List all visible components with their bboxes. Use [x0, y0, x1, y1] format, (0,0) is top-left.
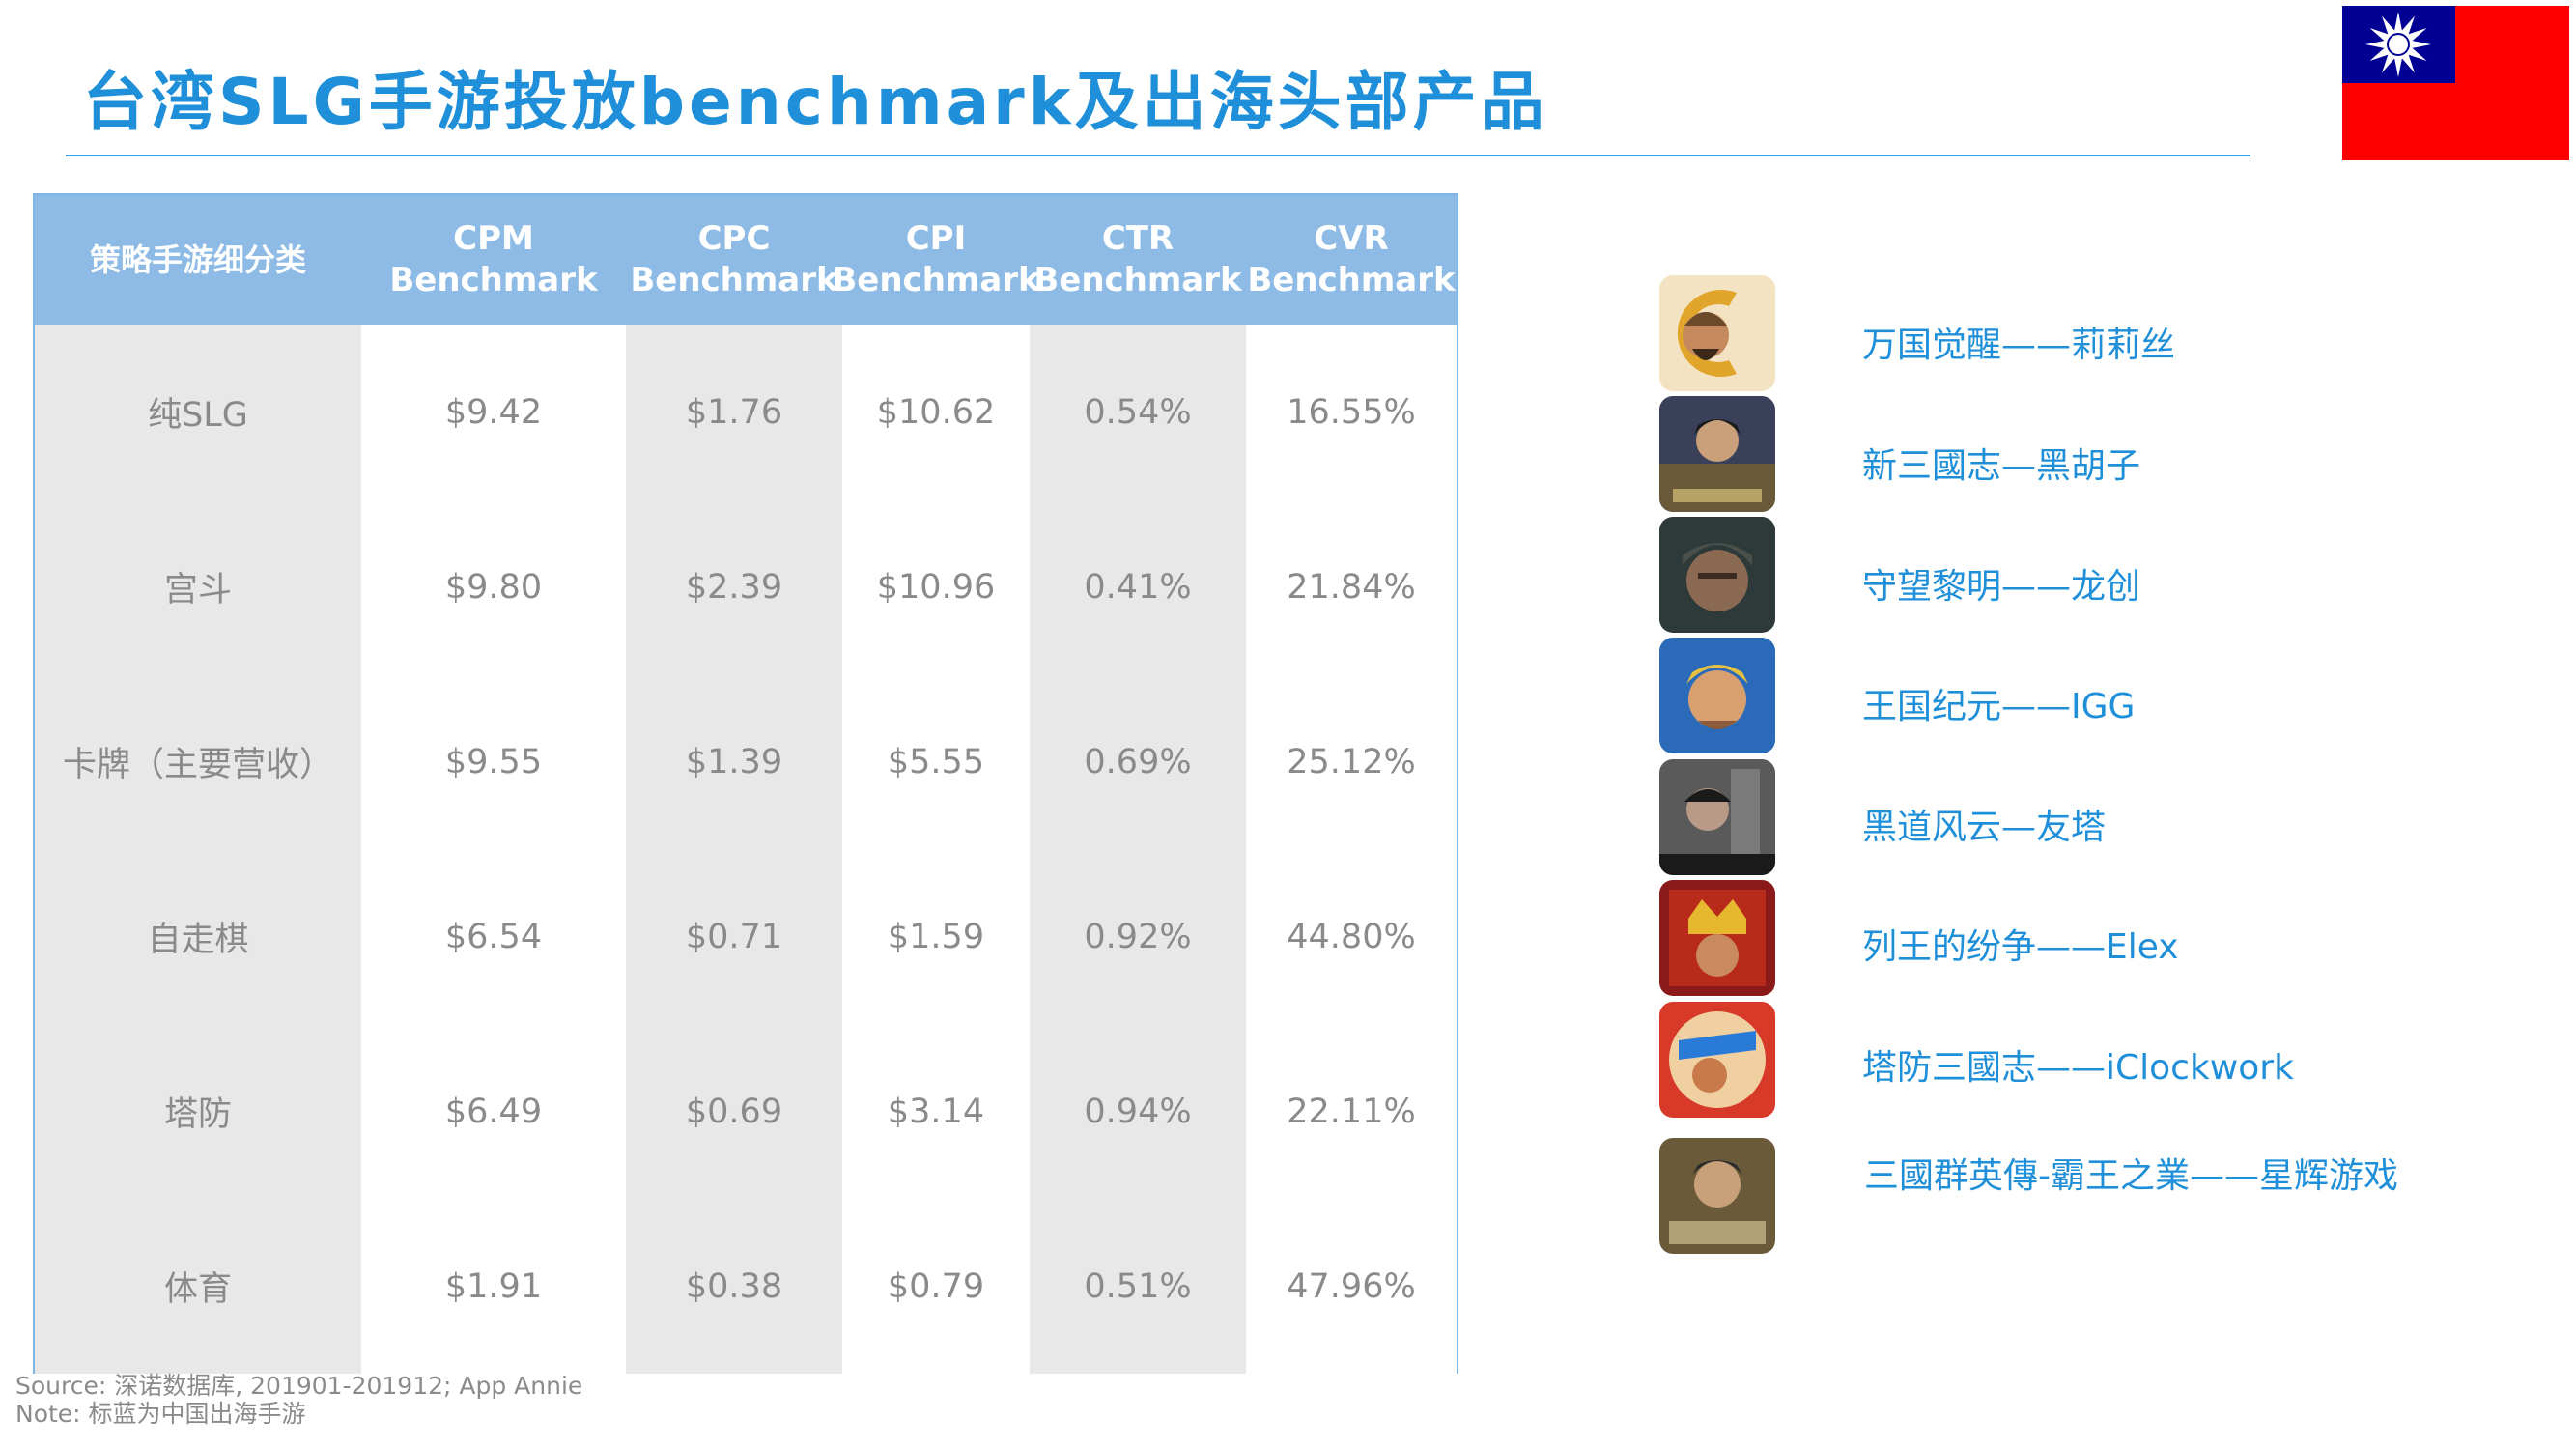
cell-ctr: 0.51% — [1084, 1266, 1192, 1306]
cell-ctr: 0.69% — [1084, 742, 1192, 781]
product-name: 守望黎明——龙创 — [1862, 567, 2141, 607]
cell-cpc: $1.76 — [685, 392, 783, 432]
product-name: 三國群英傳-霸王之業——星辉游戏 — [1864, 1156, 2398, 1196]
cell-ctr: 0.92% — [1084, 917, 1192, 956]
cell-cpi: $3.14 — [887, 1092, 985, 1131]
cell-cpc: $2.39 — [685, 567, 783, 607]
game-icon-tower-defense-three-kingdoms — [1659, 1002, 1775, 1118]
page-title: 台湾SLG手游投放benchmark及出海头部产品 — [83, 65, 1548, 139]
taiwan-flag-icon — [2342, 6, 2569, 160]
cell-cpm: $9.55 — [444, 742, 543, 781]
shaded-column-ctr — [1030, 325, 1246, 1374]
cell-cpi: $1.59 — [887, 917, 985, 956]
cell-cpm: $9.80 — [444, 567, 543, 607]
game-icon-mafia-city — [1659, 759, 1775, 875]
cell-cpc: $0.38 — [685, 1266, 783, 1306]
header-cpi: CPI Benchmark — [832, 219, 1040, 299]
cell-ctr: 0.94% — [1084, 1092, 1192, 1131]
cell-cvr: 21.84% — [1287, 567, 1416, 607]
product-name: 新三國志—黑胡子 — [1862, 446, 2141, 486]
note-line: Note: 标蓝为中国出海手游 — [15, 1400, 306, 1428]
cell-cvr: 16.55% — [1287, 392, 1416, 432]
shaded-column-category — [35, 325, 361, 1374]
game-icon-rise-of-kingdoms — [1659, 275, 1775, 391]
product-name: 王国纪元——IGG — [1862, 687, 2136, 726]
cell-category: 自走棋 — [147, 921, 249, 959]
header-cvr: CVR Benchmark — [1247, 219, 1456, 299]
game-icon-new-three-kingdoms — [1659, 396, 1775, 512]
cell-cpc: $1.39 — [685, 742, 783, 781]
header-cpm: CPM Benchmark — [389, 219, 598, 299]
game-icon-clash-of-kings — [1659, 880, 1775, 996]
cell-ctr: 0.54% — [1084, 392, 1192, 432]
table-row: 宫斗 $9.80 $2.39 $10.96 0.41% 21.84% — [35, 499, 1457, 674]
cell-category: 宫斗 — [163, 571, 232, 610]
source-line: Source: 深诺数据库, 201901-201912; App Annie — [15, 1372, 583, 1400]
cell-cvr: 47.96% — [1287, 1266, 1416, 1306]
cell-cpi: $5.55 — [887, 742, 985, 781]
table-row: 体育 $1.91 $0.38 $0.79 0.51% 47.96% — [35, 1199, 1457, 1374]
title-divider — [66, 155, 2250, 156]
table-header: 策略手游细分类 CPM Benchmark CPC Benchmark CPI … — [35, 195, 1457, 325]
table-row: 塔防 $6.49 $0.69 $3.14 0.94% 22.11% — [35, 1024, 1457, 1199]
cell-cvr: 44.80% — [1287, 917, 1416, 956]
cell-cpm: $6.49 — [444, 1092, 543, 1131]
cell-cpc: $0.69 — [685, 1092, 783, 1131]
cell-cpi: $0.79 — [887, 1266, 985, 1306]
cell-cpi: $10.96 — [876, 567, 996, 607]
product-name: 黑道风云—友塔 — [1862, 808, 2107, 847]
source-note: Source: 深诺数据库, 201901-201912; App Annie … — [15, 1372, 582, 1428]
game-icon-heroes-of-three-kingdoms — [1659, 1138, 1775, 1254]
game-icon-last-shelter — [1659, 517, 1775, 633]
table-row: 自走棋 $6.54 $0.71 $1.59 0.92% 44.80% — [35, 849, 1457, 1024]
cell-cpm: $1.91 — [444, 1266, 543, 1306]
header-category: 策略手游细分类 — [89, 241, 306, 278]
cell-cpi: $10.62 — [876, 392, 996, 432]
shaded-column-cpc — [626, 325, 842, 1374]
product-name: 万国觉醒——莉莉丝 — [1862, 326, 2176, 365]
cell-cpm: $6.54 — [444, 917, 543, 956]
cell-category: 体育 — [163, 1270, 232, 1309]
cell-cpc: $0.71 — [685, 917, 783, 956]
cell-category: 卡牌（主要营收） — [62, 746, 333, 784]
cell-category: 纯SLG — [148, 396, 248, 435]
cell-cvr: 25.12% — [1287, 742, 1416, 781]
table-row: 卡牌（主要营收） $9.55 $1.39 $5.55 0.69% 25.12% — [35, 674, 1457, 849]
cell-ctr: 0.41% — [1084, 567, 1192, 607]
product-name: 列王的纷争——Elex — [1862, 927, 2179, 967]
game-icon-lords-mobile — [1659, 638, 1775, 753]
benchmark-table: 策略手游细分类 CPM Benchmark CPC Benchmark CPI … — [33, 193, 1458, 1374]
header-cpc: CPC Benchmark — [630, 219, 838, 299]
cell-cpm: $9.42 — [444, 392, 543, 432]
cell-cvr: 22.11% — [1287, 1092, 1416, 1131]
table-row: 纯SLG $9.42 $1.76 $10.62 0.54% 16.55% — [35, 325, 1457, 499]
cell-category: 塔防 — [163, 1095, 232, 1134]
product-name: 塔防三國志——iClockwork — [1862, 1048, 2294, 1088]
header-ctr: CTR Benchmark — [1033, 219, 1242, 299]
